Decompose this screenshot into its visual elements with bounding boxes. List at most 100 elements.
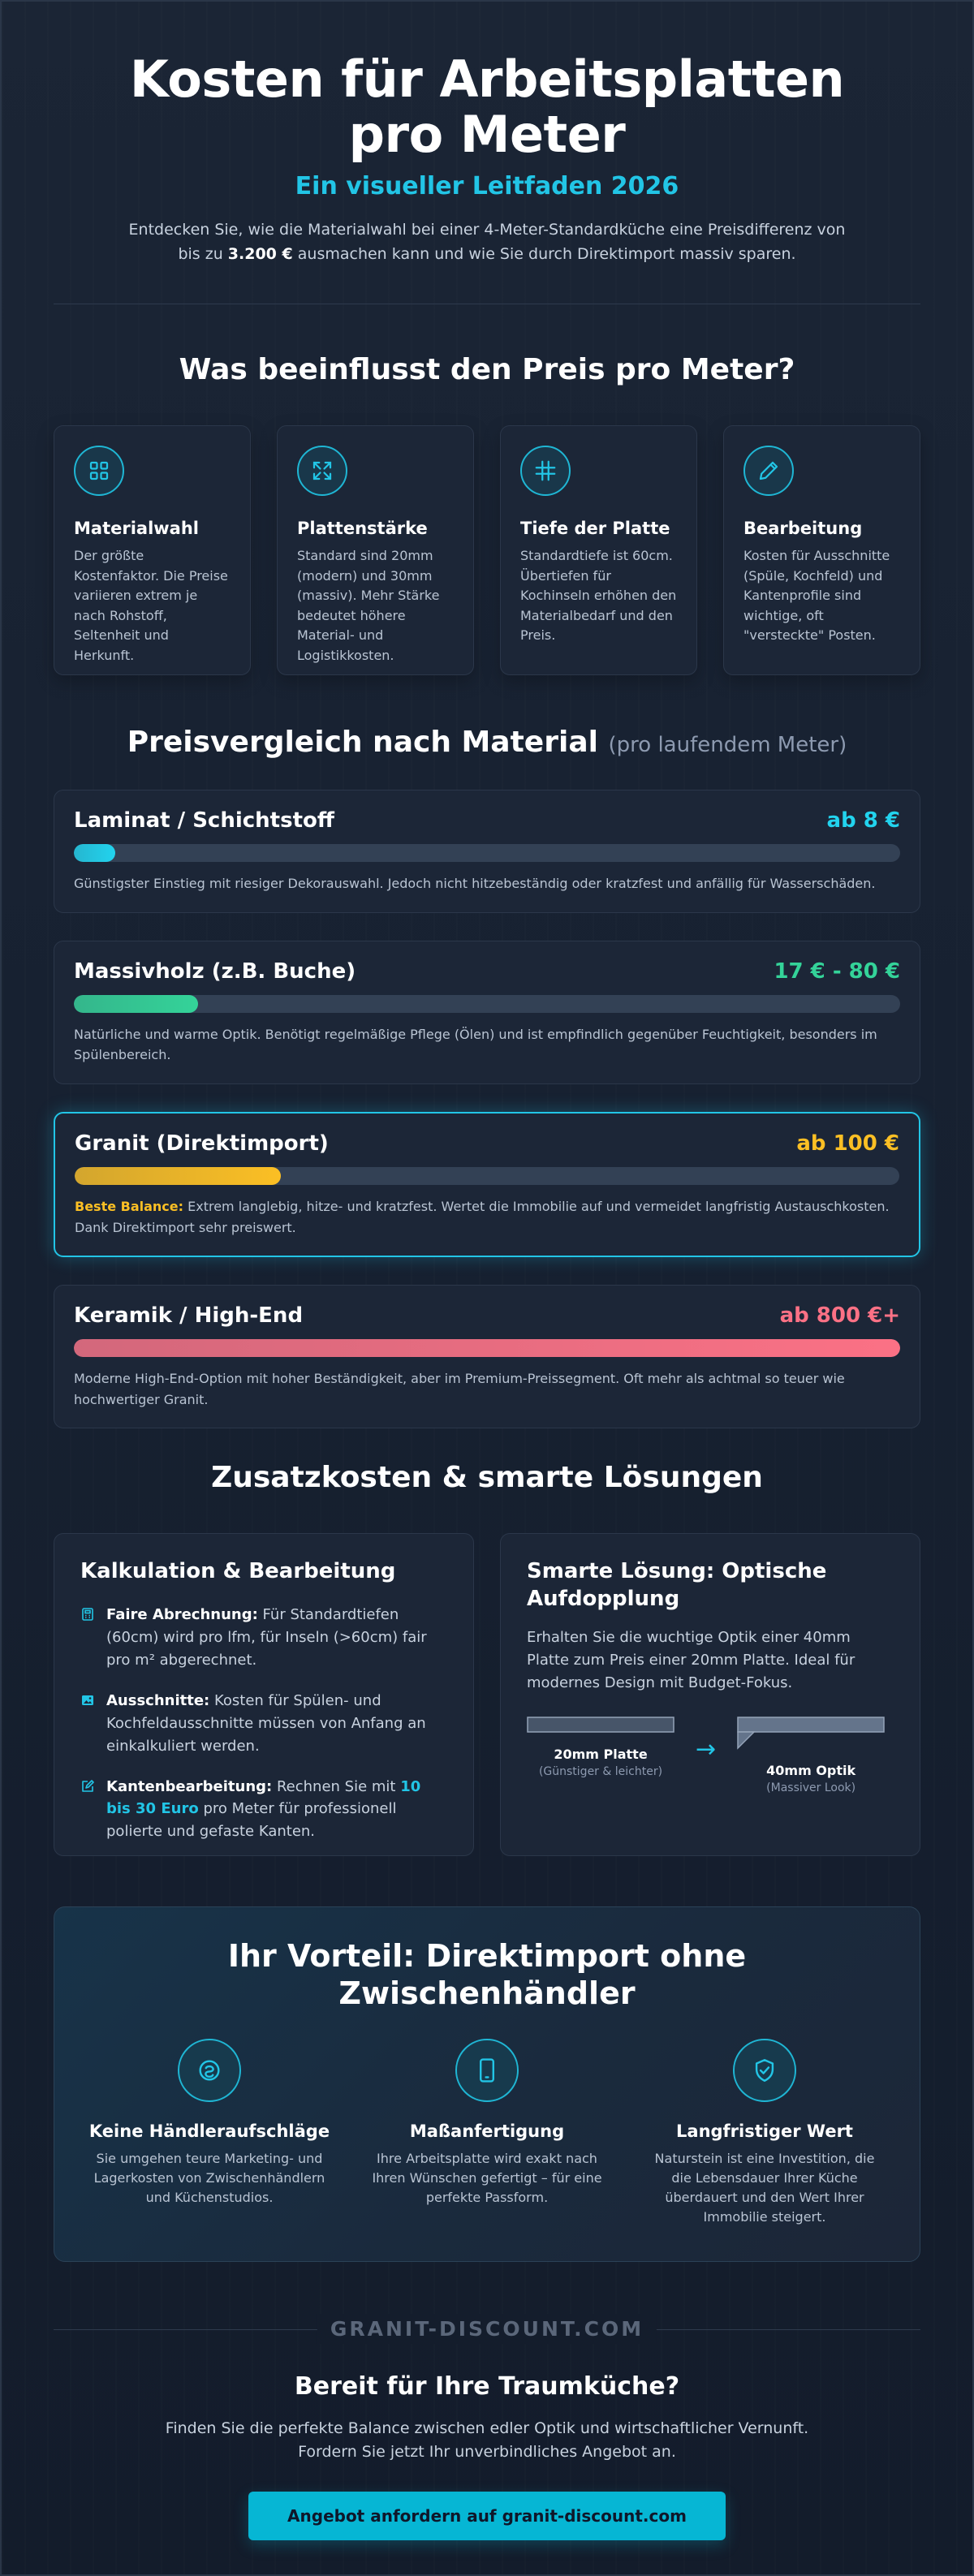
item-label: Kantenbearbeitung: xyxy=(106,1777,273,1795)
price-bar xyxy=(74,844,900,863)
item-label: Ausschnitte: xyxy=(106,1691,210,1709)
intro-text-part: Entdecken Sie, wie die Materialwahl bei … xyxy=(128,221,846,263)
advantage-item-text: Ihre Arbeitsplatte wird exakt nach Ihren… xyxy=(372,2150,602,2205)
material-price: ab 8 € xyxy=(826,808,900,834)
advantage-grid: Keine Händleraufschläge Sie umgehen teur… xyxy=(79,2038,895,2227)
material-name: Massivholz (z.B. Buche) xyxy=(74,958,356,984)
price-bar-fill xyxy=(74,1339,900,1358)
cta-title: Bereit für Ihre Traumküche? xyxy=(294,2371,680,2401)
calculator-icon xyxy=(82,1608,93,1622)
material-price: 17 € - 80 € xyxy=(774,958,900,984)
factor-title: Bearbeitung xyxy=(743,519,863,539)
intro-highlight: 3.200 € xyxy=(227,244,293,263)
smart-solution-card: Smarte Lösung: Optische Aufdopplung Erha… xyxy=(500,1533,920,1857)
advantage-item-title: Maßanfertigung xyxy=(409,2121,565,2141)
smartphone-icon xyxy=(455,2038,519,2102)
material-description: Natürliche und warme Optik. Benötigt reg… xyxy=(74,1024,900,1066)
price-comparison-title: Preisvergleich nach Material (pro laufen… xyxy=(54,726,920,759)
material-price: ab 800 €+ xyxy=(779,1303,900,1329)
factor-text: Standardtiefe ist 60cm. Übertiefen für K… xyxy=(520,548,677,644)
material-card-granit: Granit (Direktimport) ab 100 € Beste Bal… xyxy=(54,1112,920,1258)
advantage-item-title: Keine Händleraufschläge xyxy=(88,2121,330,2141)
image-icon xyxy=(82,1695,93,1705)
factor-title: Plattenstärke xyxy=(297,519,428,539)
material-description: Beste Balance: Extrem langlebig, hitze- … xyxy=(75,1196,899,1238)
factor-text: Kosten für Ausschnitte (Spüle, Kochfeld)… xyxy=(743,548,890,644)
page-subtitle: Ein visueller Leitfaden 2026 xyxy=(295,172,679,201)
price-bar-fill xyxy=(75,1167,281,1186)
factor-text: Standard sind 20mm (modern) und 30mm (ma… xyxy=(297,548,440,663)
factor-title: Materialwahl xyxy=(74,519,199,539)
calculation-text: Faire Abrechnung: Für Standardtiefen (60… xyxy=(106,1604,447,1672)
factor-card: Plattenstärke Standard sind 20mm (modern… xyxy=(277,425,474,676)
calculation-list: Faire Abrechnung: Für Standardtiefen (60… xyxy=(80,1604,447,1843)
slab-40mm-illustration xyxy=(737,1716,885,1750)
slab-20mm: 20mm Platte (Günstiger & leichter) xyxy=(527,1716,674,1778)
material-name: Keramik / High-End xyxy=(74,1303,304,1329)
brand-logo-text: GRANIT-DISCOUNT.COM xyxy=(317,2313,657,2344)
advantage-title: Ihr Vorteil: Direktimport ohne Zwischenh… xyxy=(227,1938,747,2011)
factor-grid: Materialwahl Der größte Kostenfaktor. Di… xyxy=(54,425,920,676)
calculation-text: Kantenbearbeitung: Rechnen Sie mit 10 bi… xyxy=(106,1776,447,1844)
factor-card: Materialwahl Der größte Kostenfaktor. Di… xyxy=(54,425,251,676)
factor-text: Der größte Kostenfaktor. Die Preise vari… xyxy=(74,548,228,663)
slab-label: 20mm Platte xyxy=(554,1746,648,1762)
material-price: ab 100 € xyxy=(796,1131,899,1157)
advantage-item: Maßanfertigung Ihre Arbeitsplatte wird e… xyxy=(356,2038,618,2227)
arrow-right-icon: → xyxy=(696,1734,717,1764)
material-text: Extrem langlebig, hitze- und kratzfest. … xyxy=(75,1199,890,1235)
material-text: Moderne High-End-Option mit hoher Bestän… xyxy=(74,1371,845,1407)
calculation-card: Kalkulation & Bearbeitung Faire Abrechnu… xyxy=(54,1533,474,1857)
extra-costs-title: Zusatzkosten & smarte Lösungen xyxy=(211,1461,763,1495)
calculation-title: Kalkulation & Bearbeitung xyxy=(80,1559,396,1584)
shield-check-icon xyxy=(733,2038,796,2102)
slab-40mm: 40mm Optik (Massiver Look) xyxy=(737,1716,885,1794)
factor-title: Tiefe der Platte xyxy=(520,519,670,539)
smart-solution-title: Smarte Lösung: Optische Aufdopplung xyxy=(527,1559,827,1612)
factor-card: Tiefe der Platte Standardtiefe ist 60cm.… xyxy=(500,425,697,676)
calculation-text: Ausschnitte: Kosten für Spülen- und Koch… xyxy=(106,1690,447,1758)
item-text: Kosten für Spülen- und Kochfeldausschnit… xyxy=(106,1691,426,1755)
brand-row: GRANIT-DISCOUNT.COM xyxy=(54,2313,920,2346)
advantage-section: Ihr Vorteil: Direktimport ohne Zwischenh… xyxy=(54,1906,920,2262)
pencil-icon xyxy=(743,446,794,497)
grid-icon xyxy=(74,446,124,497)
item-text: pro Meter für professionell polierte und… xyxy=(106,1800,397,1841)
hero-section: Kosten für Arbeitsplatten pro Meter Ein … xyxy=(54,2,920,266)
price-bar-fill xyxy=(74,844,115,863)
item-label: Faire Abrechnung: xyxy=(106,1606,258,1624)
hash-icon xyxy=(520,446,571,497)
advantage-item: Langfristiger Wert Naturstein ist eine I… xyxy=(634,2038,895,2227)
intro-text-part: ausmachen kann und wie Sie durch Direkti… xyxy=(292,244,796,263)
material-text: Natürliche und warme Optik. Benötigt reg… xyxy=(74,1026,877,1063)
price-bar xyxy=(75,1167,899,1186)
material-name: Granit (Direktimport) xyxy=(75,1131,329,1157)
smart-solution-text: Erhalten Sie die wuchtige Optik einer 40… xyxy=(527,1629,855,1691)
price-title-main: Preisvergleich nach Material xyxy=(127,726,598,760)
extra-grid: Kalkulation & Bearbeitung Faire Abrechnu… xyxy=(54,1533,920,1857)
slab-label: 40mm Optik xyxy=(766,1762,856,1778)
material-card-laminat: Laminat / Schichtstoff ab 8 € Günstigste… xyxy=(54,790,920,913)
list-item: Kantenbearbeitung: Rechnen Sie mit 10 bi… xyxy=(80,1776,447,1844)
piggy-bank-icon xyxy=(178,2038,241,2102)
factor-card: Bearbeitung Kosten für Ausschnitte (Spül… xyxy=(723,425,920,676)
advantage-item: Keine Händleraufschläge Sie umgehen teur… xyxy=(79,2038,340,2227)
item-text: Für Standardtiefen (60cm) wird pro lfm, … xyxy=(106,1606,427,1669)
material-list: Laminat / Schichtstoff ab 8 € Günstigste… xyxy=(54,790,920,1429)
expand-icon xyxy=(297,446,347,497)
material-description: Günstigster Einstieg mit riesiger Dekora… xyxy=(74,873,900,894)
advantage-item-text: Sie umgehen teure Marketing- und Lagerko… xyxy=(93,2150,325,2205)
slab-20mm-illustration xyxy=(527,1716,674,1733)
material-highlight: Beste Balance: xyxy=(75,1199,184,1215)
request-offer-button[interactable]: Angebot anfordern auf granit-discount.co… xyxy=(248,2492,726,2541)
list-item: Ausschnitte: Kosten für Spülen- und Koch… xyxy=(80,1690,447,1758)
price-bar xyxy=(74,1339,900,1358)
material-card-massivholz: Massivholz (z.B. Buche) 17 € - 80 € Natü… xyxy=(54,940,920,1085)
factors-title: Was beeinflusst den Preis pro Meter? xyxy=(179,353,795,387)
price-bar-fill xyxy=(74,994,198,1013)
cta-text: Finden Sie die perfekte Balance zwischen… xyxy=(165,2419,809,2462)
material-description: Moderne High-End-Option mit hoher Bestän… xyxy=(74,1368,900,1410)
slab-sublabel: (Massiver Look) xyxy=(766,1781,856,1794)
slab-comparison: 20mm Platte (Günstiger & leichter) → 40m… xyxy=(527,1716,894,1794)
